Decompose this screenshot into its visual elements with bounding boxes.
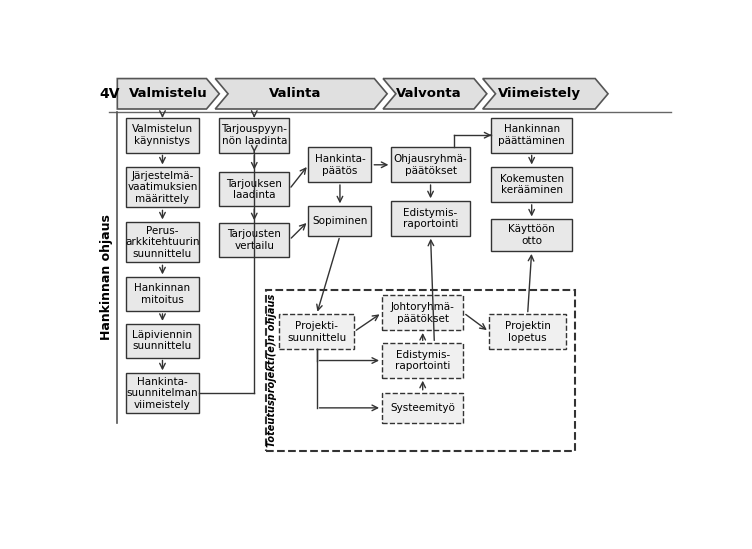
Text: Toteutusprojekti(e)n ohjaus: Toteutusprojekti(e)n ohjaus (267, 294, 277, 447)
Text: Valinta: Valinta (268, 87, 321, 100)
Text: Hankinnan
päättäminen: Hankinnan päättäminen (499, 125, 565, 146)
Text: Läpiviennin
suunnittelu: Läpiviennin suunnittelu (132, 330, 193, 351)
Polygon shape (483, 79, 608, 109)
FancyBboxPatch shape (382, 343, 463, 378)
Text: Hankinnan ohjaus: Hankinnan ohjaus (100, 214, 114, 340)
Text: Perus-
arkkitehtuurin
suunnittelu: Perus- arkkitehtuurin suunnittelu (126, 226, 200, 259)
Text: Viimeistely: Viimeistely (498, 87, 581, 100)
Text: 4V: 4V (100, 87, 120, 101)
Text: Valmistelun
käynnistys: Valmistelun käynnistys (132, 125, 193, 146)
Text: Valmistelu: Valmistelu (129, 87, 208, 100)
FancyBboxPatch shape (382, 295, 463, 330)
FancyBboxPatch shape (382, 393, 463, 423)
Text: Käyttöön
otto: Käyttöön otto (508, 225, 555, 246)
FancyBboxPatch shape (220, 172, 290, 206)
Text: Johtoryhmä-
päätökset: Johtoryhmä- päätökset (391, 302, 455, 323)
Text: Ohjausryhmä-
päätökset: Ohjausryhmä- päätökset (394, 154, 468, 176)
Text: Hankinnan
mitoitus: Hankinnan mitoitus (135, 283, 190, 305)
FancyBboxPatch shape (308, 148, 371, 182)
Text: Edistymis-
raportointi: Edistymis- raportointi (403, 208, 458, 229)
Text: Hankinta-
päätös: Hankinta- päätös (314, 154, 365, 176)
FancyBboxPatch shape (126, 277, 199, 311)
Text: Edistymis-
raportointi: Edistymis- raportointi (395, 350, 450, 371)
Text: Hankinta-
suunnitelman
viimeistely: Hankinta- suunnitelman viimeistely (126, 377, 199, 410)
FancyBboxPatch shape (279, 315, 354, 349)
Text: Tarjousten
vertailu: Tarjousten vertailu (227, 229, 281, 251)
FancyBboxPatch shape (220, 118, 290, 153)
Text: Tarjouksen
laadinta: Tarjouksen laadinta (226, 178, 282, 200)
FancyBboxPatch shape (308, 206, 371, 236)
Text: Järjestelmä-
vaatimuksien
määrittely: Järjestelmä- vaatimuksien määrittely (127, 171, 198, 204)
FancyBboxPatch shape (489, 315, 566, 349)
Text: Projektin
lopetus: Projektin lopetus (505, 321, 550, 343)
FancyBboxPatch shape (492, 220, 572, 251)
FancyBboxPatch shape (126, 222, 199, 262)
FancyBboxPatch shape (391, 201, 470, 236)
FancyBboxPatch shape (126, 167, 199, 208)
FancyBboxPatch shape (220, 223, 290, 257)
Text: Projekti-
suunnittelu: Projekti- suunnittelu (287, 321, 346, 343)
Text: Sopiminen: Sopiminen (312, 216, 368, 226)
Text: Valvonta: Valvonta (396, 87, 461, 100)
FancyBboxPatch shape (492, 167, 572, 202)
FancyBboxPatch shape (492, 118, 572, 153)
Polygon shape (383, 79, 487, 109)
FancyBboxPatch shape (126, 118, 199, 153)
Text: Tarjouspyyn-
nön laadinta: Tarjouspyyn- nön laadinta (221, 125, 287, 146)
FancyBboxPatch shape (126, 324, 199, 357)
Polygon shape (117, 79, 220, 109)
Text: Systeemityö: Systeemityö (390, 403, 455, 413)
FancyBboxPatch shape (126, 373, 199, 413)
Text: Kokemusten
kerääminen: Kokemusten kerääminen (499, 174, 564, 195)
Polygon shape (215, 79, 387, 109)
FancyBboxPatch shape (391, 148, 470, 182)
